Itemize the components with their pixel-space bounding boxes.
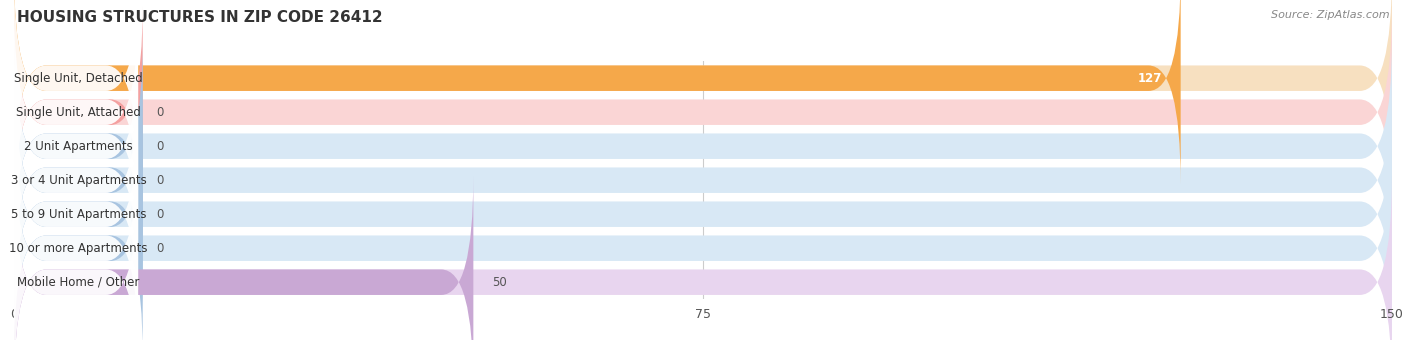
FancyBboxPatch shape	[14, 6, 142, 219]
Text: 0: 0	[156, 242, 165, 255]
FancyBboxPatch shape	[14, 176, 474, 340]
Text: 0: 0	[156, 106, 165, 119]
Text: HOUSING STRUCTURES IN ZIP CODE 26412: HOUSING STRUCTURES IN ZIP CODE 26412	[17, 10, 382, 25]
FancyBboxPatch shape	[14, 142, 142, 340]
FancyBboxPatch shape	[14, 74, 142, 287]
Text: 10 or more Apartments: 10 or more Apartments	[10, 242, 148, 255]
FancyBboxPatch shape	[14, 142, 1392, 340]
Text: Single Unit, Attached: Single Unit, Attached	[15, 106, 141, 119]
FancyBboxPatch shape	[14, 176, 138, 340]
FancyBboxPatch shape	[14, 108, 1392, 321]
FancyBboxPatch shape	[14, 6, 138, 219]
FancyBboxPatch shape	[14, 108, 142, 321]
FancyBboxPatch shape	[14, 40, 1392, 253]
FancyBboxPatch shape	[14, 6, 1392, 219]
Text: 0: 0	[156, 174, 165, 187]
Text: 2 Unit Apartments: 2 Unit Apartments	[24, 140, 134, 153]
Text: 0: 0	[156, 208, 165, 221]
Text: Source: ZipAtlas.com: Source: ZipAtlas.com	[1271, 10, 1389, 20]
FancyBboxPatch shape	[14, 176, 1392, 340]
Text: 3 or 4 Unit Apartments: 3 or 4 Unit Apartments	[11, 174, 146, 187]
FancyBboxPatch shape	[14, 74, 138, 287]
FancyBboxPatch shape	[14, 0, 1392, 185]
FancyBboxPatch shape	[14, 0, 138, 185]
Text: 5 to 9 Unit Apartments: 5 to 9 Unit Apartments	[11, 208, 146, 221]
Text: Single Unit, Detached: Single Unit, Detached	[14, 72, 143, 85]
Text: 127: 127	[1137, 72, 1163, 85]
Text: 0: 0	[156, 140, 165, 153]
FancyBboxPatch shape	[14, 40, 138, 253]
FancyBboxPatch shape	[14, 74, 1392, 287]
FancyBboxPatch shape	[14, 40, 142, 253]
FancyBboxPatch shape	[14, 108, 138, 321]
FancyBboxPatch shape	[14, 142, 138, 340]
Text: 50: 50	[492, 276, 506, 289]
FancyBboxPatch shape	[14, 0, 1181, 185]
Text: Mobile Home / Other: Mobile Home / Other	[17, 276, 139, 289]
